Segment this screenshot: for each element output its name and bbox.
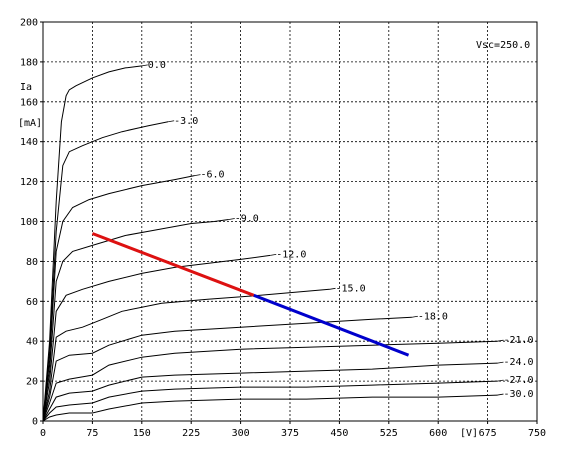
curve-label: -3.0 [174,116,198,127]
x-tick-label: 225 [182,428,200,439]
characteristic-curve [42,380,498,422]
load-line-segment [91,232,255,297]
curve-label-leader [497,393,504,396]
x-tick-label: 600 [429,428,447,439]
x-axis-unit: [V] [460,428,478,439]
characteristic-curve [42,288,330,422]
curve-label-leader [497,379,504,382]
x-tick-label: 450 [330,428,348,439]
x-tick-label: 525 [380,428,398,439]
curve-label-leader [228,218,235,220]
y-tick-label: 20 [26,377,38,388]
x-tick-label: 300 [232,428,250,439]
y-tick-label: 0 [32,417,38,428]
curve-label: -15.0 [336,283,366,294]
curve-label-leader [270,254,277,256]
curve-label-leader [194,174,201,177]
characteristic-curve [42,175,195,422]
y-axis-unit: [mA] [18,118,42,129]
x-tick-label: 675 [479,428,497,439]
curve-label-leader [497,361,504,364]
characteristic-curve [42,254,271,422]
curve-label: -9.0 [235,214,259,225]
x-tick-label: 0 [40,428,46,439]
x-tick-label: 75 [86,428,98,439]
x-tick-label: 150 [133,428,151,439]
characteristic-curve [42,316,412,422]
characteristic-curve [42,394,498,422]
curve-label: -12.0 [276,249,306,260]
curve-label: -18.0 [418,311,448,322]
vsc-annotation: Vsc=250.0 [476,40,530,51]
characteristic-curve [42,121,169,422]
curve-label-leader [497,339,504,342]
y-tick-label: 80 [26,257,38,268]
curve-label: -21.0 [503,335,533,346]
curve-label-leader [411,315,418,318]
curve-label: -24.0 [503,357,533,368]
curve-label: 0.0 [148,60,166,71]
curve-label-leader [141,64,148,67]
x-tick-label: 375 [281,428,299,439]
characteristic-curve [42,219,229,422]
curve-label: -30.0 [503,389,533,400]
characteristic-curve [42,362,498,422]
load-line-segment [253,293,410,357]
characteristic-curve [42,340,498,422]
y-tick-label: 180 [20,57,38,68]
y-tick-label: 60 [26,297,38,308]
y-tick-label: 160 [20,97,38,108]
y-tick-label: 100 [20,217,38,228]
y-axis-label: Ia [20,82,32,93]
characteristic-curve [42,65,142,422]
curve-label-leader [329,287,336,290]
x-tick-label: 750 [528,428,546,439]
curve-label-leader [168,120,175,123]
y-tick-label: 140 [20,137,38,148]
y-tick-label: 40 [26,337,38,348]
y-tick-label: 200 [20,18,38,29]
y-tick-label: 120 [20,177,38,188]
curve-label: -27.0 [503,375,533,386]
curve-label: -6.0 [200,170,224,181]
